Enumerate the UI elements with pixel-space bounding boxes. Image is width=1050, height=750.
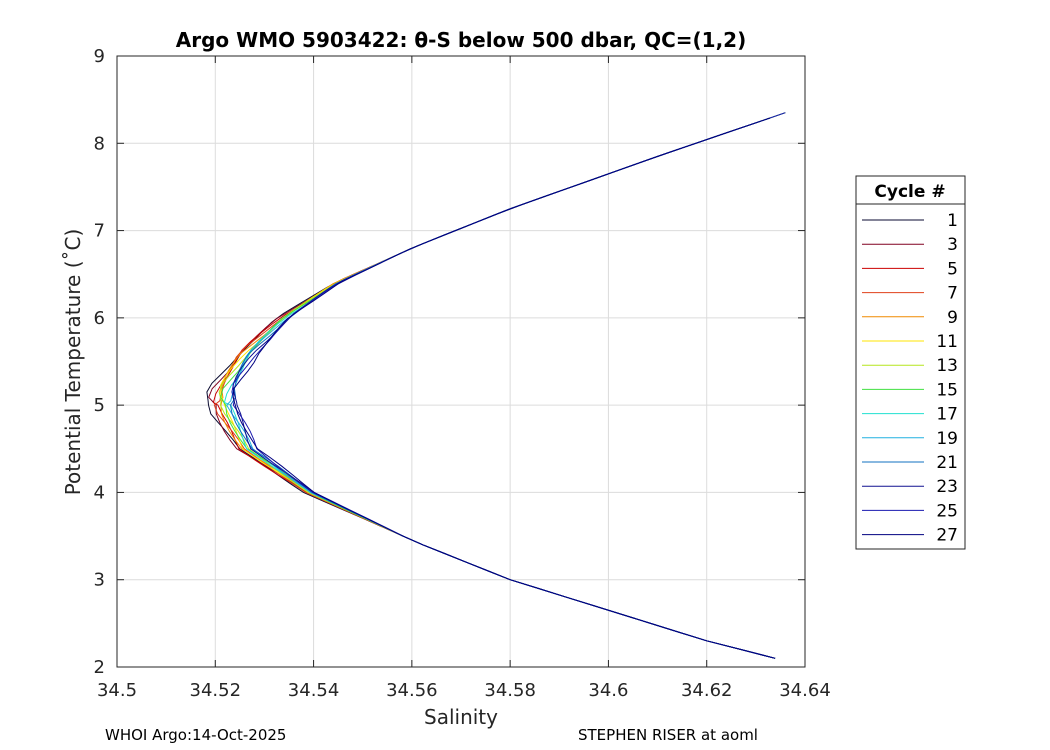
series-line-cycle-5 <box>212 122 776 659</box>
y-tick-label: 2 <box>94 657 105 678</box>
legend-label: 19 <box>936 429 958 449</box>
series-line-cycle-17 <box>223 122 776 659</box>
legend-label: 21 <box>936 453 958 473</box>
y-axis-label: Potential Temperature (˚C) <box>61 229 85 496</box>
series-line-cycle-27 <box>232 117 776 659</box>
series-line-cycle-7 <box>213 112 786 659</box>
series-line-cycle-1 <box>206 112 786 659</box>
legend-label: 11 <box>936 332 958 352</box>
legend-box <box>855 175 966 550</box>
legend-label: 17 <box>936 405 958 425</box>
x-tick-label: 34.52 <box>190 680 242 701</box>
legend-label: 25 <box>936 501 958 521</box>
x-axis-label: Salinity <box>424 705 498 729</box>
chart-title: Argo WMO 5903422: θ-S below 500 dbar, QC… <box>176 28 746 52</box>
x-tick-label: 34.6 <box>588 680 628 701</box>
legend-title: Cycle # <box>874 182 945 202</box>
series-line-cycle-9 <box>220 117 776 659</box>
axis-ticks <box>116 55 806 668</box>
series-line-cycle-19 <box>226 112 786 659</box>
series-lines <box>206 112 786 659</box>
series-line-cycle-11 <box>220 122 776 659</box>
y-tick-label: 9 <box>94 46 105 67</box>
legend-label: 9 <box>947 308 958 328</box>
y-tick-label: 4 <box>94 482 105 503</box>
series-line-cycle-25 <box>231 112 786 659</box>
x-tick-label: 34.54 <box>288 680 340 701</box>
x-tick-label: 34.64 <box>779 680 831 701</box>
series-line-cycle-23 <box>232 122 776 659</box>
y-tick-label: 6 <box>94 308 105 329</box>
x-tick-label: 34.58 <box>484 680 536 701</box>
x-tick-label: 34.5 <box>97 680 137 701</box>
plot-area-frame <box>116 55 806 668</box>
x-tick-label: 34.56 <box>386 680 438 701</box>
x-tick-labels: 34.5 34.52 34.54 34.56 34.58 34.6 34.62 34.64 <box>97 680 831 701</box>
legend-label: 5 <box>947 259 958 279</box>
grid-lines <box>116 55 806 668</box>
y-tick-label: 5 <box>94 395 105 416</box>
legend-label: 15 <box>936 380 958 400</box>
legend-label: 7 <box>947 284 958 304</box>
y-tick-labels: 2 3 4 5 6 7 8 9 <box>94 46 105 678</box>
x-tick-label: 34.62 <box>681 680 733 701</box>
y-tick-label: 3 <box>94 570 105 591</box>
series-line-cycle-15 <box>220 117 776 659</box>
legend-label: 13 <box>936 356 958 376</box>
legend-label: 3 <box>947 235 958 255</box>
y-tick-label: 8 <box>94 133 105 154</box>
y-tick-label: 7 <box>94 221 105 242</box>
series-line-cycle-3 <box>208 117 776 659</box>
footer-right: STEPHEN RISER at aoml <box>578 726 758 744</box>
legend-label: 23 <box>936 477 958 497</box>
legend-label: 1 <box>947 211 958 231</box>
footer-left: WHOI Argo:14-Oct-2025 <box>105 726 286 744</box>
legend-label: 27 <box>936 526 958 546</box>
